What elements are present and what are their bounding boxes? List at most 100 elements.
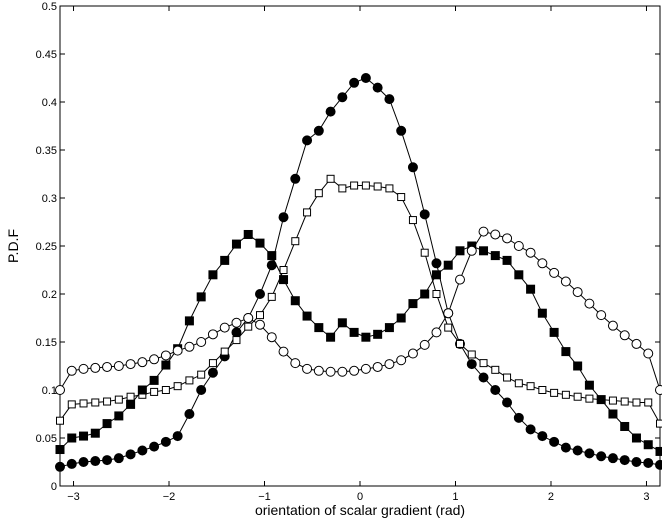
data-point (384, 323, 394, 333)
data-point (291, 237, 300, 246)
data-point (573, 361, 583, 371)
data-point (396, 313, 406, 323)
series-layer (55, 73, 662, 472)
data-point (526, 284, 536, 294)
data-point (584, 298, 595, 309)
data-point (349, 365, 360, 376)
data-point (373, 329, 383, 339)
y-axis-ticks: 0 0.05 0.1 0.15 0.2 0.25 0.3 0.35 0.4 0.45 0.5 (36, 1, 660, 493)
data-point (220, 347, 229, 356)
data-point (231, 317, 242, 328)
data-point (231, 239, 241, 249)
data-point (290, 358, 301, 369)
data-point (467, 350, 476, 359)
data-point (55, 461, 65, 472)
data-point (56, 416, 64, 425)
data-point (173, 382, 182, 391)
data-point (490, 229, 501, 240)
data-point (607, 453, 618, 464)
data-point (172, 345, 183, 356)
data-point (243, 229, 253, 239)
data-point (220, 255, 230, 265)
series-open-square (56, 174, 662, 428)
data-point (255, 319, 265, 330)
data-point (466, 245, 477, 256)
data-point (655, 446, 662, 456)
data-point (549, 436, 560, 447)
series-line (59, 233, 661, 452)
data-point (490, 385, 501, 395)
data-point (384, 94, 395, 105)
data-point (431, 270, 441, 280)
data-point (196, 337, 207, 347)
data-point (66, 365, 77, 376)
data-point (90, 428, 100, 438)
data-point (514, 270, 524, 280)
data-point (337, 92, 348, 103)
data-point (55, 445, 65, 455)
data-point (443, 308, 454, 319)
series-open-circle (55, 226, 662, 395)
y-tick-label: 0.35 (36, 145, 57, 157)
data-point (619, 455, 630, 466)
data-point (137, 357, 148, 368)
data-point (149, 375, 159, 385)
y-tick-label: 0.25 (36, 241, 57, 253)
data-point (408, 216, 417, 225)
data-point (79, 399, 88, 408)
data-point (160, 436, 171, 447)
data-point (290, 296, 300, 306)
data-point (337, 318, 347, 328)
x-axis-ticks: −3 −2 −1 0 1 2 3 (67, 6, 650, 503)
data-point (596, 395, 606, 405)
data-point (67, 400, 76, 409)
data-point (349, 327, 359, 337)
data-point (161, 386, 170, 394)
data-point (631, 457, 642, 467)
data-point (444, 323, 453, 332)
series-filled-square (55, 229, 662, 456)
data-point (561, 347, 571, 357)
data-point (585, 394, 594, 403)
data-point (197, 370, 206, 379)
data-point (243, 313, 254, 323)
data-point (407, 348, 418, 359)
data-point (231, 327, 242, 338)
data-point (113, 453, 124, 464)
x-tick-label: −1 (258, 491, 271, 503)
data-point (396, 125, 407, 136)
data-point (278, 212, 289, 223)
data-point (479, 359, 488, 368)
data-point (372, 361, 383, 372)
data-point (302, 135, 313, 146)
data-point (114, 395, 123, 404)
data-point (643, 440, 653, 450)
data-point (537, 258, 548, 269)
data-point (244, 322, 253, 331)
data-point (431, 258, 442, 269)
data-point (584, 448, 595, 459)
data-point (126, 399, 136, 409)
data-point (256, 311, 264, 320)
data-point (572, 287, 583, 298)
data-point (160, 350, 171, 361)
data-point (149, 441, 160, 452)
data-point (103, 397, 112, 406)
data-point (302, 311, 312, 321)
data-point (644, 398, 653, 407)
x-axis-label: orientation of scalar gradient (rad) (255, 502, 465, 518)
data-point (560, 276, 571, 287)
x-tick-label: 1 (452, 491, 458, 503)
data-point (632, 398, 641, 407)
data-point (349, 77, 360, 88)
data-point (338, 184, 347, 193)
data-point (596, 451, 607, 462)
data-point (267, 251, 277, 261)
data-point (573, 392, 582, 401)
data-point (303, 208, 312, 217)
data-point (279, 275, 289, 285)
series-line (59, 178, 661, 424)
y-tick-label: 0.1 (42, 385, 57, 397)
data-point (372, 82, 383, 93)
data-point (550, 388, 559, 397)
